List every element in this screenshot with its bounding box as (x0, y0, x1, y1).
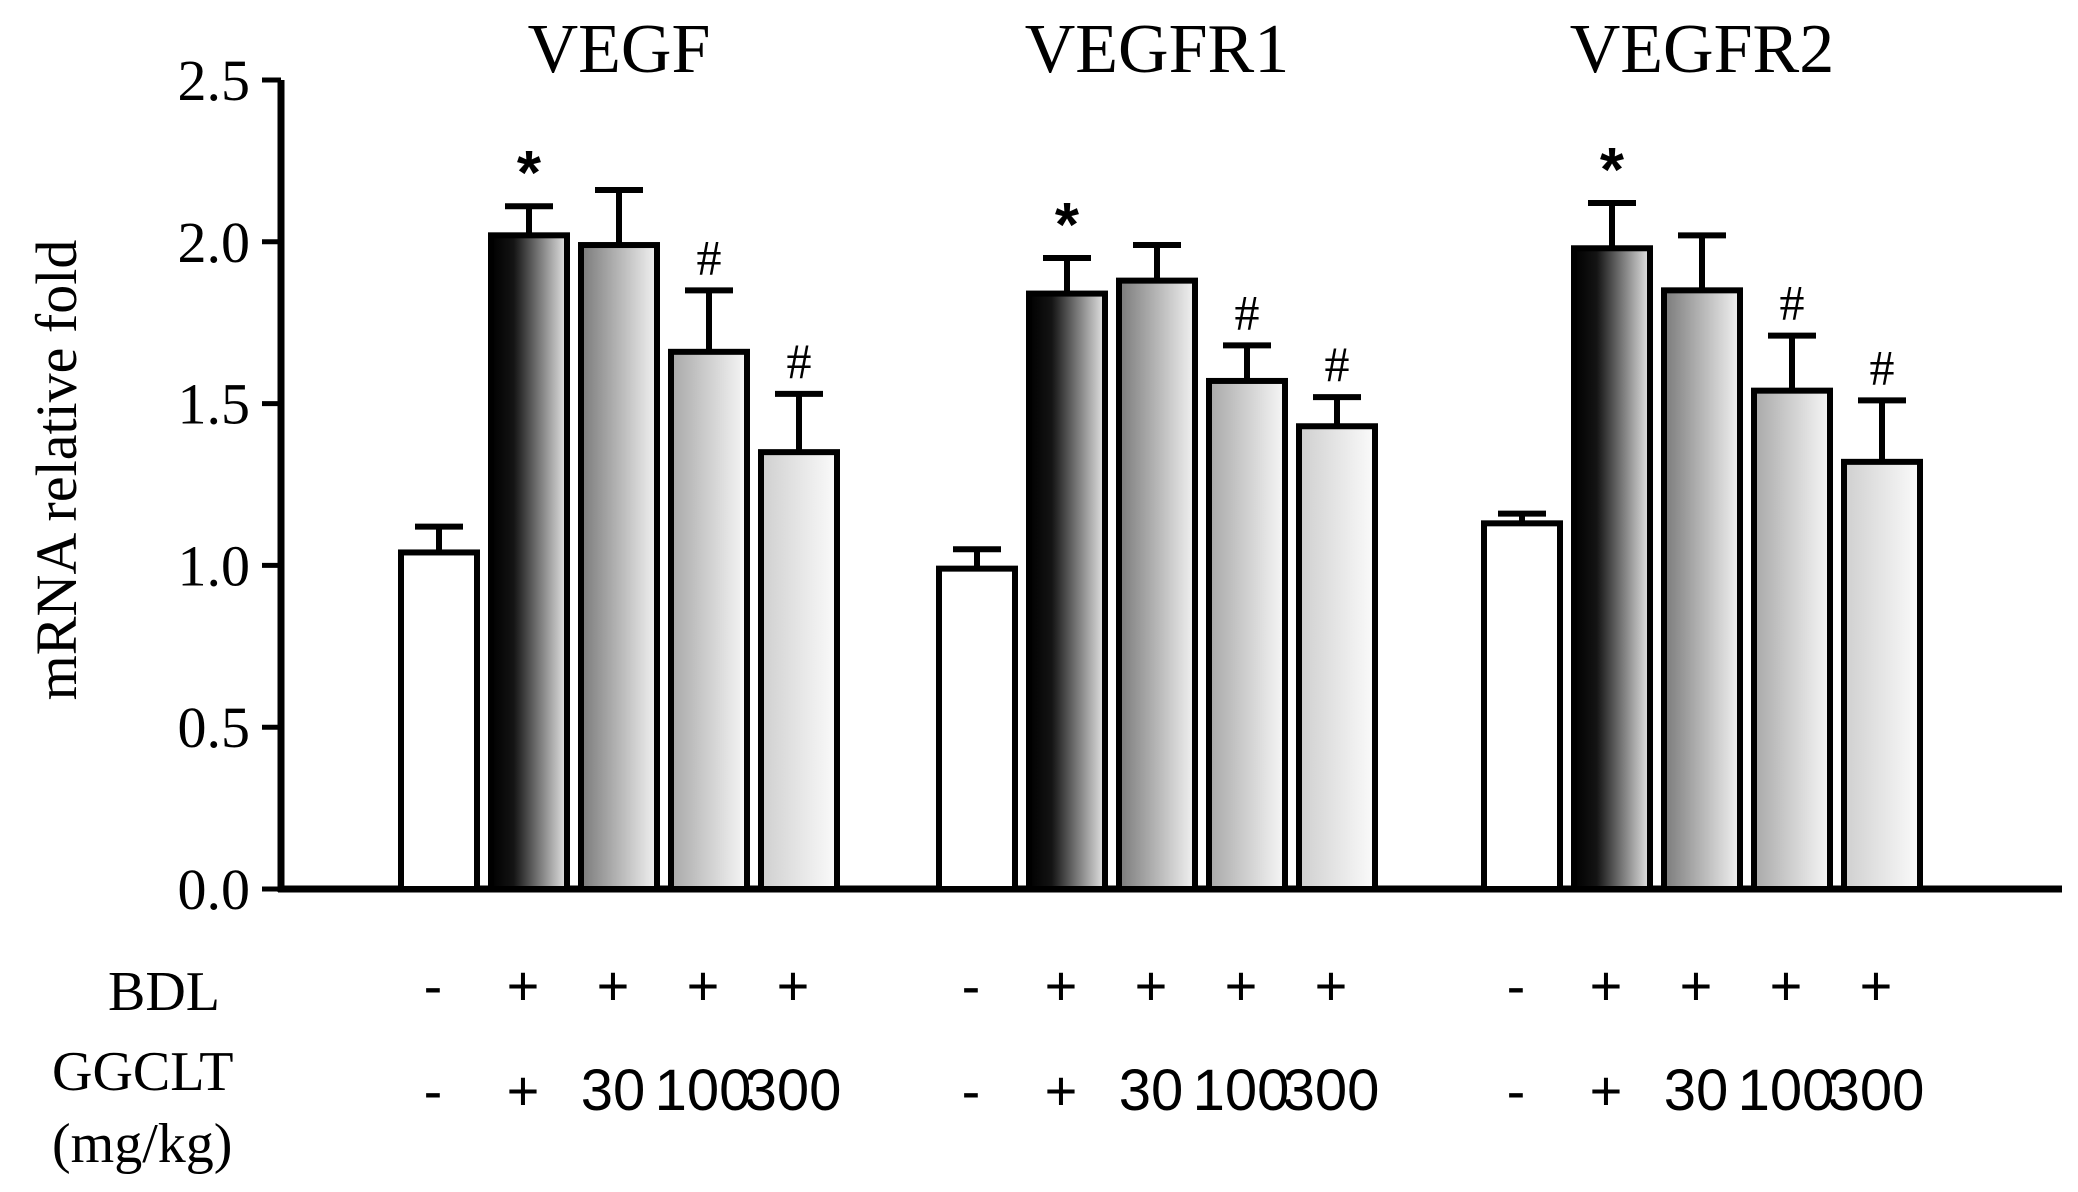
sig-mark-1-4: # (1325, 336, 1350, 392)
ggclt-value-0-4: 300 (745, 1058, 842, 1123)
bdl-sign-0-2: + (597, 954, 630, 1017)
sig-mark-1-1: * (1055, 191, 1080, 260)
y-tick-label-0: 0.0 (178, 857, 251, 922)
y-axis-label: mRNA relative fold (24, 240, 89, 701)
bar-0-0 (398, 549, 480, 892)
bar-2-3 (1751, 387, 1833, 892)
ggclt-value-2-3: 100 (1738, 1058, 1835, 1123)
bdl-sign-1-3: + (1225, 954, 1258, 1017)
ggclt-value-1-4: 300 (1283, 1058, 1380, 1123)
y-tick-label-1: 0.5 (178, 695, 251, 760)
bar-0-3 (668, 348, 750, 893)
ggclt-value-0-0: - (424, 1059, 443, 1122)
ggclt-value-1-3: 100 (1193, 1058, 1290, 1123)
bdl-sign-0-0: - (424, 954, 443, 1017)
bar-0-2 (578, 242, 660, 892)
ggclt-value-1-0: - (962, 1059, 981, 1122)
bdl-sign-2-4: + (1860, 954, 1893, 1017)
ggclt-value-2-2: 30 (1664, 1058, 1729, 1123)
sig-mark-2-4: # (1870, 339, 1895, 395)
ggclt-value-2-4: 300 (1828, 1058, 1925, 1123)
bar-2-0 (1481, 520, 1563, 892)
group-title-2: VEGFR2 (1570, 11, 1834, 88)
bdl-sign-1-0: - (962, 954, 981, 1017)
ggclt-unit-label: (mg/kg) (52, 1113, 232, 1175)
ggclt-value-0-3: 100 (655, 1058, 752, 1123)
bar-1-4 (1296, 423, 1378, 892)
ggclt-value-2-0: - (1507, 1059, 1526, 1122)
ggclt-value-1-2: 30 (1119, 1058, 1184, 1123)
bar-2-4 (1841, 458, 1923, 892)
ggclt-value-2-1: + (1590, 1059, 1623, 1122)
group-title-0: VEGF (528, 11, 711, 88)
sig-mark-2-1: * (1600, 136, 1625, 205)
sig-mark-0-4: # (787, 333, 812, 389)
bar-0-4 (758, 449, 840, 892)
bdl-sign-1-1: + (1045, 954, 1078, 1017)
bar-1-1 (1026, 290, 1108, 892)
bdl-sign-0-4: + (777, 954, 810, 1017)
bdl-sign-1-4: + (1315, 954, 1348, 1017)
ggclt-row-label: GGCLT (52, 1041, 234, 1103)
bar-1-2 (1116, 277, 1198, 892)
group-title-1: VEGFR1 (1025, 11, 1289, 88)
bar-2-2 (1661, 287, 1743, 892)
bar-1-3 (1206, 377, 1288, 892)
bar-0-1 (488, 232, 570, 892)
ggclt-value-0-1: + (507, 1059, 540, 1122)
bdl-sign-0-1: + (507, 954, 540, 1017)
sig-mark-2-3: # (1780, 275, 1805, 331)
bdl-sign-2-3: + (1770, 954, 1803, 1017)
bar-1-0 (936, 565, 1018, 892)
bdl-sign-2-2: + (1680, 954, 1713, 1017)
bar-2-1 (1571, 245, 1653, 893)
bdl-sign-2-0: - (1507, 954, 1526, 1017)
sig-mark-0-3: # (697, 229, 722, 285)
sig-mark-0-1: * (517, 139, 542, 208)
bdl-sign-2-1: + (1590, 954, 1623, 1017)
ggclt-value-0-2: 30 (581, 1058, 646, 1123)
y-tick-label-4: 2.0 (178, 210, 251, 275)
y-tick-label-2: 1.0 (178, 533, 251, 598)
bdl-sign-0-3: + (687, 954, 720, 1017)
y-tick-label-5: 2.5 (178, 48, 251, 113)
sig-mark-1-3: # (1235, 284, 1260, 340)
bdl-sign-1-2: + (1135, 954, 1168, 1017)
bdl-row-label: BDL (108, 961, 220, 1023)
y-tick-label-3: 1.5 (178, 372, 251, 437)
ggclt-value-1-1: + (1045, 1059, 1078, 1122)
